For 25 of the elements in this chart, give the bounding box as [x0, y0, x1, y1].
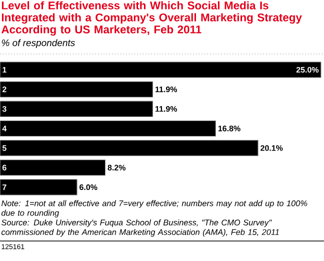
data-label: 11.9% — [156, 86, 178, 92]
bar — [0, 62, 322, 78]
data-label: 11.9% — [156, 106, 178, 112]
data-label: 20.1% — [260, 145, 283, 151]
bar — [0, 120, 216, 137]
text: Note: 1=not at all effective and 7=very effective; numbers may not add up to 100% due to rounding — [1, 200, 308, 218]
y-tick-label: 2 — [2, 86, 6, 92]
bar — [0, 160, 106, 176]
chart-subtitle: % of respondents — [2, 39, 75, 48]
data-label: 6.0% — [80, 184, 98, 190]
y-tick-label: 6 — [2, 164, 6, 170]
y-tick-label: 3 — [2, 106, 6, 112]
y-tick-label: 7 — [2, 184, 6, 190]
source-note: Source: Duke University's Fuqua School of Business, "The CMO Survey" commissioned by the American Marketing Association (AMA), Feb 15, 2011 — [1, 219, 279, 237]
data-label: 16.8% — [218, 126, 240, 132]
bar — [0, 100, 154, 118]
bar — [0, 140, 258, 156]
bar — [0, 81, 154, 98]
chart-title: Level of Effectiveness with Which Social Media Is Integrated with a Company's Overall Marketing Strategy According to US Marketers, Feb 2011 — [1, 1, 302, 36]
bar — [0, 179, 78, 196]
y-tick-label: 4 — [2, 126, 7, 132]
data-label: 8.2% — [108, 164, 126, 170]
data-label: 25.0% — [296, 66, 319, 73]
y-tick-label: 1 — [2, 67, 6, 73]
y-tick-label: 5 — [2, 145, 6, 151]
